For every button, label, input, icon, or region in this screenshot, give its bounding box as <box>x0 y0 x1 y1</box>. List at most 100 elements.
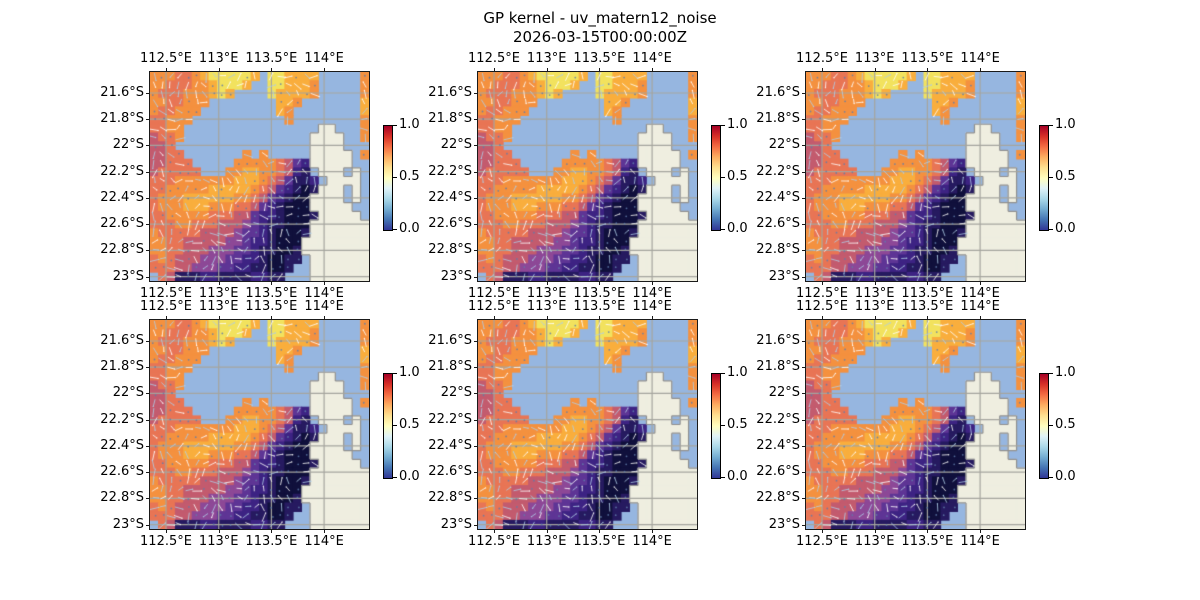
y-tickmark <box>802 197 805 199</box>
y-tick-label: 21.6°S <box>100 85 144 100</box>
y-tick-label: 22.2°S <box>756 163 800 179</box>
x-tick-label-bottom: 113°E <box>526 286 567 301</box>
y-tickmark <box>802 367 805 369</box>
x-tickmark <box>166 316 167 319</box>
y-tick-label: 22.6°S <box>100 464 144 480</box>
y-tick-label: 23°S <box>440 268 472 284</box>
x-tick-label-bottom: 113°E <box>526 534 567 549</box>
x-tickmark <box>599 530 601 533</box>
colorbar-tick-label: 0.5 <box>399 417 420 432</box>
y-tick-label: 22.4°S <box>100 189 144 205</box>
map-axes <box>477 319 698 530</box>
y-tick-label: 22°S <box>112 385 144 401</box>
y-tick-label: 22°S <box>768 137 800 153</box>
y-tickmark <box>474 393 477 395</box>
y-tick-label: 22.4°S <box>428 189 472 205</box>
y-tickmark <box>802 393 805 395</box>
y-tick-label: 22.2°S <box>100 411 144 427</box>
y-tick-label: 23°S <box>112 516 144 532</box>
colorbar-tickmark <box>393 425 397 426</box>
x-tick-label-top: 112.5°E <box>468 51 520 66</box>
y-tickmark <box>474 498 477 500</box>
x-tick-label-top: 114°E <box>632 51 672 66</box>
colorbar-tickmark <box>721 125 725 126</box>
y-tickmark <box>474 93 477 94</box>
map-axes <box>805 71 1026 282</box>
x-tickmark <box>599 68 601 71</box>
y-tickmark <box>146 498 149 500</box>
x-tick-label-bottom: 113°E <box>198 286 239 301</box>
map-canvas <box>150 320 369 529</box>
y-tickmark <box>474 367 477 369</box>
y-tickmark <box>474 145 477 147</box>
x-tickmark <box>324 282 326 285</box>
y-tickmark <box>146 145 149 147</box>
y-tick-label: 21.6°S <box>100 333 144 348</box>
y-tickmark <box>802 119 805 121</box>
colorbar-tick-label: 0.0 <box>399 469 420 484</box>
y-tickmark <box>802 171 805 173</box>
x-tickmark <box>218 68 220 71</box>
x-tickmark <box>218 316 220 319</box>
y-tick-label: 23°S <box>112 268 144 284</box>
x-tick-label-top: 113°E <box>526 51 567 66</box>
y-tickmark <box>146 250 149 252</box>
x-tick-label-top: 113°E <box>198 51 239 66</box>
y-tickmark <box>802 250 805 252</box>
y-tick-label: 21.8°S <box>100 111 144 127</box>
colorbar <box>1039 125 1049 231</box>
x-tick-label-top: 113°E <box>854 51 895 66</box>
y-tickmark <box>146 393 149 395</box>
x-tick-label-top: 113.5°E <box>245 299 298 314</box>
x-tickmark <box>652 530 654 533</box>
x-tick-label-bottom: 113°E <box>854 534 895 549</box>
colorbar-tick-label: 1.0 <box>1055 365 1076 380</box>
x-tick-label-bottom: 114°E <box>304 286 344 301</box>
y-tick-label: 22.8°S <box>756 242 800 258</box>
y-tick-label: 22.2°S <box>428 411 472 427</box>
x-tickmark <box>980 316 982 319</box>
y-tick-label: 22.4°S <box>756 189 800 205</box>
x-tickmark <box>271 530 273 533</box>
x-tickmark <box>494 316 495 319</box>
colorbar-tickmark <box>393 177 397 178</box>
x-tickmark <box>324 68 326 71</box>
x-tick-label-bottom: 114°E <box>632 286 672 301</box>
x-tick-label-top: 113°E <box>854 299 895 314</box>
x-tickmark <box>874 282 876 285</box>
map-canvas <box>806 72 1025 281</box>
figure-title: GP kernel - uv_matern12_noise <box>483 9 717 27</box>
colorbar <box>711 125 721 231</box>
y-tick-label: 22.8°S <box>100 242 144 258</box>
colorbar <box>383 373 393 479</box>
y-tickmark <box>802 145 805 147</box>
y-tick-label: 21.8°S <box>756 111 800 127</box>
colorbar-tick-label: 1.0 <box>1055 117 1076 132</box>
y-tickmark <box>474 419 477 421</box>
x-tick-label-bottom: 113°E <box>198 534 239 549</box>
x-tickmark <box>271 316 273 319</box>
y-tick-label: 23°S <box>768 516 800 532</box>
y-tick-label: 22.2°S <box>100 163 144 179</box>
x-tick-label-top: 114°E <box>304 299 344 314</box>
x-tick-label-bottom: 113°E <box>854 286 895 301</box>
x-tickmark <box>271 68 273 71</box>
y-tickmark <box>146 419 149 421</box>
y-tick-label: 21.6°S <box>756 85 800 100</box>
x-tickmark <box>271 282 273 285</box>
x-tick-label-bottom: 113.5°E <box>573 286 626 301</box>
colorbar <box>1039 373 1049 479</box>
colorbar-tick-label: 1.0 <box>727 365 748 380</box>
y-tickmark <box>146 197 149 199</box>
y-tickmark <box>474 171 477 173</box>
y-tickmark <box>802 93 805 94</box>
x-tick-label-bottom: 112.5°E <box>796 534 848 549</box>
colorbar-tickmark <box>1049 177 1053 178</box>
y-tickmark <box>146 93 149 94</box>
x-tick-label-top: 112.5°E <box>468 299 520 314</box>
x-tick-label-bottom: 113.5°E <box>901 286 954 301</box>
colorbar-tick-label: 1.0 <box>727 117 748 132</box>
x-tick-label-top: 113.5°E <box>245 51 298 66</box>
y-tick-label: 21.6°S <box>428 333 472 348</box>
